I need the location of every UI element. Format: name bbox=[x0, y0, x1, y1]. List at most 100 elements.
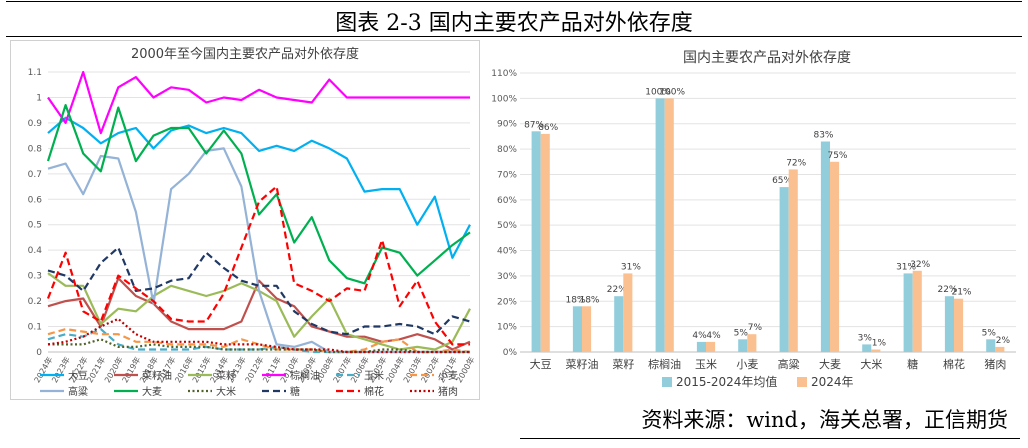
left-series-line-0 bbox=[47, 116, 471, 259]
right-bar-data-label: 4% bbox=[706, 331, 721, 341]
left-series-line-7 bbox=[46, 103, 471, 285]
left-series-line-8 bbox=[48, 338, 470, 354]
left-legend-label: 小麦 bbox=[438, 370, 458, 382]
right-bar-data-label: 7% bbox=[748, 323, 763, 333]
left-y-tick-label: 0.6 bbox=[28, 195, 43, 205]
right-x-tick-label: 玉米 bbox=[695, 358, 717, 371]
right-x-tick-label: 糖 bbox=[907, 357, 918, 371]
right-y-tick-label: 0% bbox=[503, 348, 518, 358]
title-rule bbox=[6, 36, 1022, 37]
right-x-tick-label: 猪肉 bbox=[984, 358, 1006, 371]
right-y-tick-label: 90% bbox=[497, 120, 517, 130]
left-y-tick-label: 0.9 bbox=[28, 119, 43, 129]
left-y-tick-label: 1 bbox=[36, 93, 42, 103]
left-chart-frame bbox=[10, 40, 480, 400]
left-legend-label: 棕榈油 bbox=[290, 369, 320, 382]
right-bar-data-label: 3% bbox=[858, 333, 873, 343]
left-legend-label: 菜籽油 bbox=[142, 369, 172, 382]
right-x-tick-label: 棕榈油 bbox=[648, 357, 681, 371]
left-y-tick-label: 0.8 bbox=[28, 144, 43, 154]
left-line-chart: 2000年至今国内主要农产品对外依存度 0 0.1 0.2 0.3 0.4 0.5 0.6 0.… bbox=[10, 40, 480, 400]
left-series-line-10 bbox=[46, 185, 470, 346]
left-y-tick-label: 0.2 bbox=[28, 297, 42, 307]
left-series-line-11 bbox=[47, 317, 470, 354]
right-legend-swatch bbox=[662, 377, 672, 387]
left-y-tick-label: 0.1 bbox=[28, 323, 42, 333]
right-bar-data-label: 21% bbox=[951, 288, 971, 298]
right-bar-0 bbox=[862, 344, 872, 352]
right-bar-0 bbox=[531, 131, 541, 352]
left-y-tick-label: 0.3 bbox=[28, 272, 42, 282]
right-bar-data-label: 83% bbox=[813, 131, 833, 141]
right-y-tick-label: 20% bbox=[497, 297, 517, 307]
right-bar-0 bbox=[779, 187, 789, 352]
right-legend-swatch bbox=[797, 377, 807, 387]
right-legend-label: 2024年 bbox=[811, 375, 854, 389]
right-bar-0 bbox=[903, 273, 913, 352]
right-bar-0 bbox=[944, 296, 954, 352]
left-y-tick-label: 0.7 bbox=[28, 170, 42, 180]
left-legend-label: 菜籽 bbox=[216, 370, 236, 382]
right-bar-data-label: 75% bbox=[827, 151, 847, 161]
right-bar-1 bbox=[623, 273, 633, 352]
right-bar-data-label: 18% bbox=[579, 295, 599, 305]
left-legend-label: 大米 bbox=[216, 385, 236, 398]
right-bar-1 bbox=[954, 298, 964, 352]
left-y-tick-label: 1.1 bbox=[28, 68, 42, 78]
right-bar-data-label: 65% bbox=[772, 176, 792, 186]
right-bar-1 bbox=[540, 133, 550, 352]
right-bar-1 bbox=[664, 98, 674, 353]
left-legend-label: 糖 bbox=[290, 385, 300, 398]
left-legend-label: 玉米 bbox=[364, 369, 384, 382]
right-x-tick-label: 菜籽油 bbox=[566, 357, 599, 371]
right-bar-0 bbox=[696, 341, 706, 352]
right-bar-data-label: 100% bbox=[659, 87, 685, 97]
right-x-tick-label: 高粱 bbox=[778, 357, 800, 371]
source-note: 资料来源：wind，海关总署，正信期货 bbox=[641, 408, 1008, 432]
right-bar-1 bbox=[582, 306, 592, 352]
right-bar-data-label: 72% bbox=[786, 158, 806, 168]
right-bar-data-label: 86% bbox=[538, 123, 558, 133]
right-bar-0 bbox=[738, 339, 748, 352]
right-bar-0 bbox=[614, 296, 624, 352]
right-bar-0 bbox=[572, 306, 582, 352]
right-x-tick-label: 棉花 bbox=[943, 357, 965, 371]
left-legend-label: 大豆 bbox=[68, 369, 88, 382]
right-bar-1 bbox=[706, 341, 716, 352]
right-bar-1 bbox=[912, 270, 922, 352]
left-y-tick-label: 0.4 bbox=[28, 246, 43, 256]
title-top-rule bbox=[6, 1, 1022, 2]
right-bar-data-label: 31% bbox=[896, 262, 916, 272]
right-bar-data-label: 1% bbox=[872, 339, 887, 349]
left-y-tick-label: 0 bbox=[36, 348, 42, 358]
right-y-tick-label: 70% bbox=[497, 170, 517, 180]
right-x-tick-label: 菜籽 bbox=[612, 358, 634, 371]
left-series-line-4 bbox=[47, 328, 470, 354]
right-bar-1 bbox=[995, 346, 1005, 352]
left-legend-label: 大麦 bbox=[142, 385, 162, 398]
right-y-tick-label: 110% bbox=[492, 69, 517, 79]
right-bar-data-label: 22% bbox=[607, 285, 627, 295]
right-y-tick-label: 100% bbox=[492, 94, 517, 104]
right-y-tick-label: 30% bbox=[497, 272, 517, 282]
page-title: 图表 2-3 国内主要农产品对外依存度 bbox=[335, 11, 693, 36]
right-bar-data-label: 31% bbox=[621, 262, 641, 272]
left-series-line-9 bbox=[47, 246, 471, 336]
left-legend-label: 猪肉 bbox=[438, 385, 458, 398]
right-bar-data-label: 5% bbox=[734, 328, 749, 338]
right-y-tick-label: 50% bbox=[497, 221, 517, 231]
right-bar-0 bbox=[820, 141, 830, 352]
left-series-line-3 bbox=[47, 70, 470, 135]
right-chart-frame bbox=[492, 40, 1022, 400]
right-y-tick-label: 40% bbox=[497, 247, 517, 257]
right-x-tick-label: 大豆 bbox=[530, 357, 552, 371]
right-bar-1 bbox=[871, 349, 881, 352]
right-bar-0 bbox=[655, 98, 665, 353]
left-series-line-5 bbox=[47, 328, 471, 354]
right-bar-chart: 国内主要农产品对外依存度 0% 10% 20% 30% 40% 50% 60% 70% 80% 90… bbox=[492, 40, 1022, 400]
right-bar-data-label: 2% bbox=[996, 336, 1011, 346]
footer-rule bbox=[520, 438, 1020, 439]
right-chart-title: 国内主要农产品对外依存度 bbox=[683, 50, 851, 66]
right-bar-data-label: 100% bbox=[645, 87, 671, 97]
left-chart-title: 2000年至今国内主要农产品对外依存度 bbox=[131, 46, 359, 62]
